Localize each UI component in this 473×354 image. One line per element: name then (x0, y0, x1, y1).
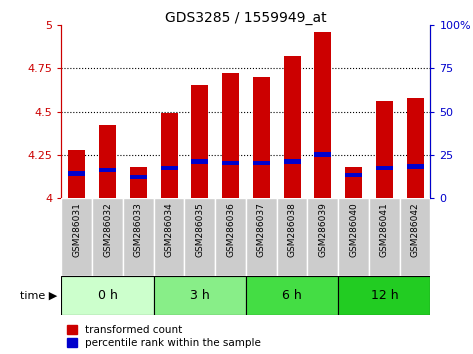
Text: GSM286033: GSM286033 (134, 202, 143, 257)
Bar (253, 77, 270, 198)
Bar (161, 166, 177, 171)
Text: 12 h: 12 h (370, 289, 398, 302)
Bar (222, 73, 239, 198)
Bar (99, 125, 116, 198)
Text: GSM286040: GSM286040 (349, 202, 358, 257)
Bar (345, 167, 362, 198)
Text: GSM286042: GSM286042 (411, 202, 420, 257)
Text: GSM286034: GSM286034 (165, 202, 174, 257)
Bar (192, 85, 208, 198)
Bar (284, 56, 300, 198)
Text: GSM286032: GSM286032 (103, 202, 112, 257)
Bar (154, 276, 246, 315)
Bar (192, 159, 208, 164)
Bar (154, 198, 184, 276)
Bar (184, 198, 215, 276)
Text: GSM286035: GSM286035 (195, 202, 204, 257)
Text: GSM286037: GSM286037 (257, 202, 266, 257)
Bar (345, 173, 362, 177)
Text: GSM286039: GSM286039 (318, 202, 327, 257)
Bar (407, 98, 423, 198)
Bar (92, 198, 123, 276)
Bar (315, 32, 331, 198)
Bar (376, 166, 393, 171)
Bar (69, 150, 85, 198)
Bar (61, 276, 154, 315)
Bar (61, 198, 92, 276)
Bar (222, 161, 239, 165)
Bar (99, 168, 116, 172)
Bar (123, 198, 154, 276)
Bar (376, 101, 393, 198)
Bar (338, 276, 430, 315)
Bar (130, 175, 147, 179)
Bar (246, 198, 277, 276)
Text: 0 h: 0 h (97, 289, 118, 302)
Bar (338, 198, 369, 276)
Bar (161, 113, 177, 198)
Text: GSM286031: GSM286031 (72, 202, 81, 257)
Bar (215, 198, 246, 276)
Text: 3 h: 3 h (190, 289, 210, 302)
Text: GSM286041: GSM286041 (380, 202, 389, 257)
Bar (130, 167, 147, 198)
Text: GDS3285 / 1559949_at: GDS3285 / 1559949_at (165, 11, 327, 25)
Bar (369, 198, 400, 276)
Text: GSM286036: GSM286036 (226, 202, 235, 257)
Bar (69, 171, 85, 176)
Bar (253, 161, 270, 165)
Bar (284, 159, 300, 164)
Text: GSM286038: GSM286038 (288, 202, 297, 257)
Bar (277, 198, 307, 276)
Text: time ▶: time ▶ (19, 291, 57, 301)
Text: 6 h: 6 h (282, 289, 302, 302)
Bar (246, 276, 338, 315)
Legend: transformed count, percentile rank within the sample: transformed count, percentile rank withi… (67, 325, 261, 348)
Bar (407, 164, 423, 169)
Bar (315, 152, 331, 156)
Bar (400, 198, 430, 276)
Bar (307, 198, 338, 276)
